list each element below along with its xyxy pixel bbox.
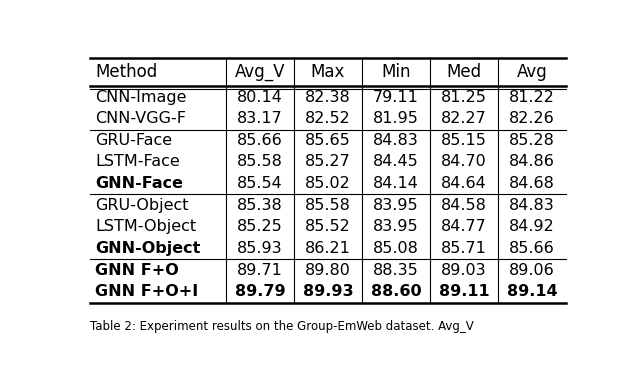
Text: 85.93: 85.93 (237, 241, 283, 256)
Text: 81.95: 81.95 (373, 111, 419, 126)
Text: 89.80: 89.80 (305, 263, 351, 278)
Text: 85.65: 85.65 (305, 133, 351, 148)
Text: 85.66: 85.66 (237, 133, 283, 148)
Text: 89.14: 89.14 (507, 284, 557, 299)
Text: 89.71: 89.71 (237, 263, 283, 278)
Text: Max: Max (311, 63, 345, 81)
Text: 82.27: 82.27 (441, 111, 487, 126)
Text: 83.95: 83.95 (373, 198, 419, 213)
Text: 81.22: 81.22 (509, 90, 555, 105)
Text: GNN-Face: GNN-Face (95, 176, 183, 191)
Text: Table 2: Experiment results on the Group-EmWeb dataset. Avg_V: Table 2: Experiment results on the Group… (90, 320, 474, 333)
Text: 88.35: 88.35 (373, 263, 419, 278)
Text: 85.58: 85.58 (305, 198, 351, 213)
Text: 85.66: 85.66 (509, 241, 555, 256)
Text: 83.95: 83.95 (373, 219, 419, 234)
Text: 79.11: 79.11 (373, 90, 419, 105)
Text: 89.06: 89.06 (509, 263, 555, 278)
Text: 85.38: 85.38 (237, 198, 283, 213)
Text: Avg_V: Avg_V (235, 63, 285, 81)
Text: 85.08: 85.08 (373, 241, 419, 256)
Text: 85.71: 85.71 (441, 241, 487, 256)
Text: 89.79: 89.79 (235, 284, 285, 299)
Text: Min: Min (381, 63, 411, 81)
Text: GRU-Face: GRU-Face (95, 133, 172, 148)
Text: 83.17: 83.17 (237, 111, 283, 126)
Text: 84.14: 84.14 (373, 176, 419, 191)
Text: 81.25: 81.25 (441, 90, 487, 105)
Text: 89.03: 89.03 (441, 263, 487, 278)
Text: 82.52: 82.52 (305, 111, 351, 126)
Text: CNN-Image: CNN-Image (95, 90, 186, 105)
Text: GNN F+O+I: GNN F+O+I (95, 284, 198, 299)
Text: 85.28: 85.28 (509, 133, 555, 148)
Text: 84.64: 84.64 (441, 176, 487, 191)
Text: 82.38: 82.38 (305, 90, 351, 105)
Text: Method: Method (95, 63, 157, 81)
Text: 84.58: 84.58 (441, 198, 487, 213)
Text: 88.60: 88.60 (371, 284, 421, 299)
Text: LSTM-Face: LSTM-Face (95, 154, 180, 169)
Text: 84.45: 84.45 (373, 154, 419, 169)
Text: 84.70: 84.70 (441, 154, 487, 169)
Text: 84.83: 84.83 (373, 133, 419, 148)
Text: 85.54: 85.54 (237, 176, 283, 191)
Text: 85.27: 85.27 (305, 154, 351, 169)
Text: 82.26: 82.26 (509, 111, 555, 126)
Text: 89.11: 89.11 (439, 284, 490, 299)
Text: 84.92: 84.92 (509, 219, 555, 234)
Text: GNN F+O: GNN F+O (95, 263, 179, 278)
Text: 84.83: 84.83 (509, 198, 555, 213)
Text: 84.68: 84.68 (509, 176, 555, 191)
Text: 85.25: 85.25 (237, 219, 283, 234)
Text: 84.77: 84.77 (441, 219, 487, 234)
Text: 84.86: 84.86 (509, 154, 555, 169)
Text: 89.93: 89.93 (303, 284, 353, 299)
Text: 85.58: 85.58 (237, 154, 283, 169)
Text: Med: Med (447, 63, 482, 81)
Text: Avg: Avg (516, 63, 547, 81)
Text: GRU-Object: GRU-Object (95, 198, 188, 213)
Text: 80.14: 80.14 (237, 90, 283, 105)
Text: GNN-Object: GNN-Object (95, 241, 200, 256)
Text: LSTM-Object: LSTM-Object (95, 219, 196, 234)
Text: 86.21: 86.21 (305, 241, 351, 256)
Text: CNN-VGG-F: CNN-VGG-F (95, 111, 186, 126)
Text: 85.52: 85.52 (305, 219, 351, 234)
Text: 85.02: 85.02 (305, 176, 351, 191)
Text: 85.15: 85.15 (441, 133, 487, 148)
